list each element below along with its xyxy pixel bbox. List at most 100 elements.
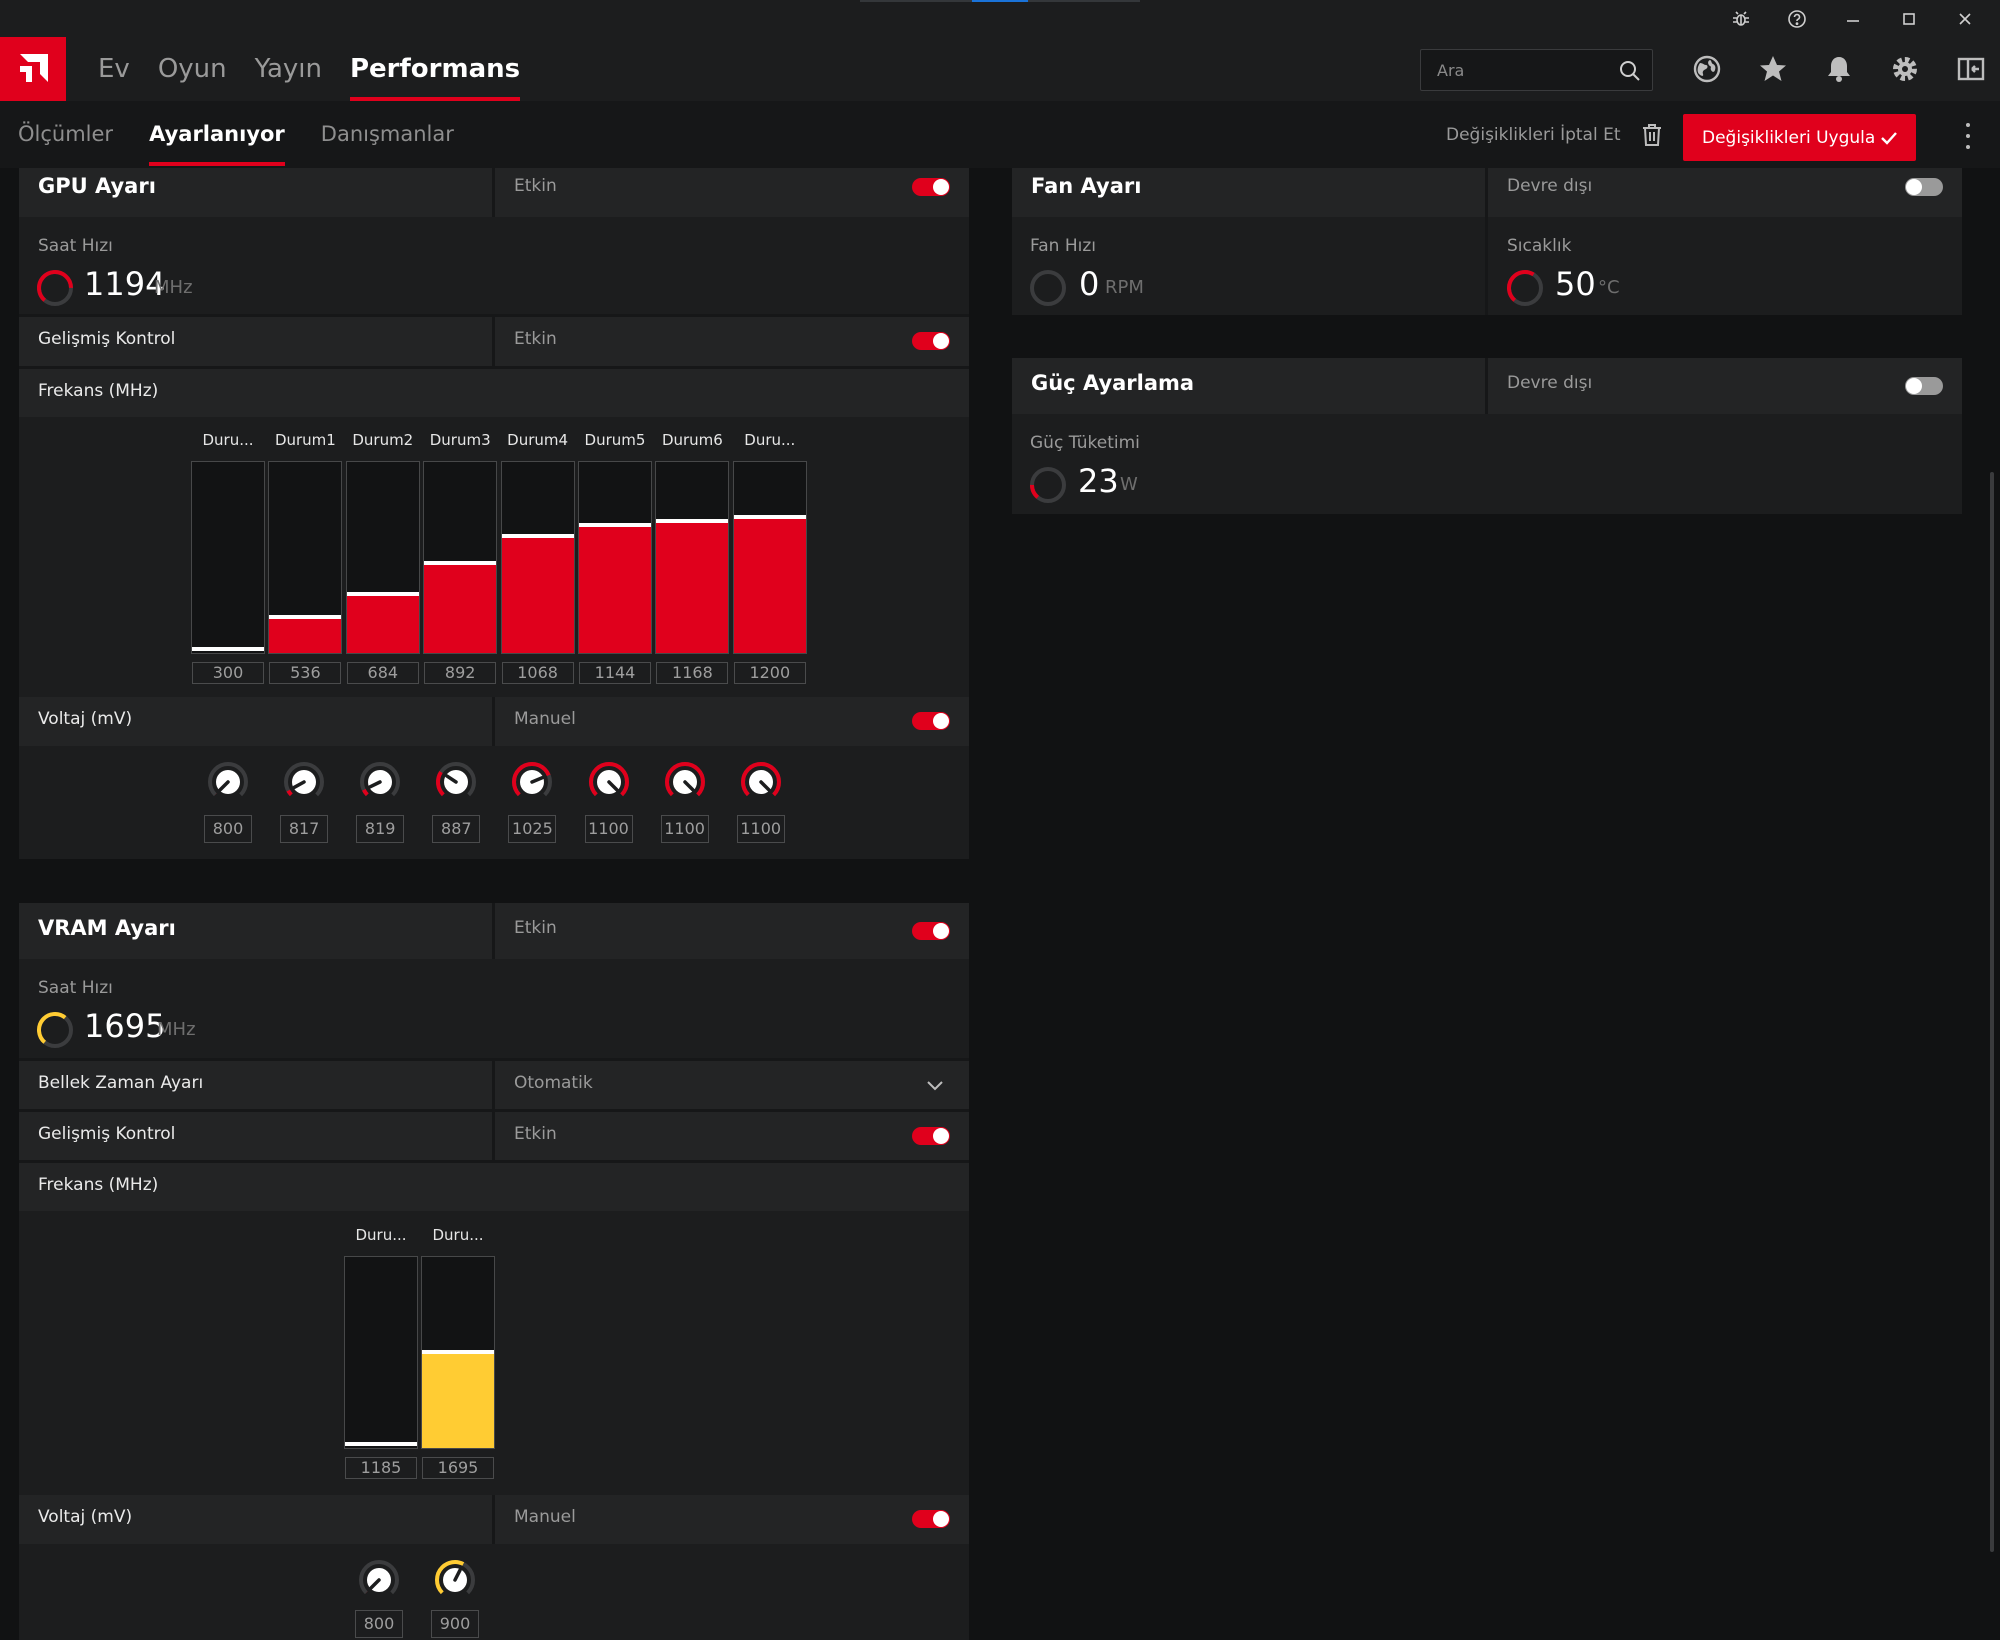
memory-timing-value[interactable]: Otomatik [514, 1073, 593, 1093]
minimize-icon[interactable] [1838, 6, 1868, 32]
frequency-bar-handle[interactable] [422, 1350, 494, 1354]
power-usage-label: Güç Tüketimi [1030, 433, 1140, 453]
voltage-knob-icon[interactable] [587, 760, 631, 804]
frequency-bar[interactable] [578, 461, 652, 654]
gpu-clock-unit: MHz [154, 277, 193, 298]
page-scrollbar[interactable] [1990, 472, 1994, 1552]
voltage-knob-icon[interactable] [433, 1558, 477, 1602]
vram-clock-row: Saat Hızı 1695 MHz [19, 959, 969, 1058]
fan-tuning-toggle[interactable] [1905, 178, 1943, 196]
sidebar-panel-icon[interactable] [1952, 50, 1990, 88]
temperature-gauge-icon [1507, 270, 1543, 306]
chevron-down-icon[interactable] [925, 1079, 945, 1093]
settings-gear-icon[interactable] [1886, 50, 1924, 88]
nav-tab-home[interactable]: Ev [98, 54, 130, 84]
frequency-bar-handle[interactable] [733, 515, 806, 519]
nav-tab-performance[interactable]: Performans [336, 37, 534, 101]
frequency-value-field[interactable]: 536 [269, 662, 342, 684]
fan-speed-value: 0 [1079, 265, 1100, 303]
voltage-knob-icon[interactable] [663, 760, 707, 804]
frequency-bar-handle[interactable] [424, 561, 497, 565]
vram-tuning-toggle[interactable] [912, 922, 950, 940]
gpu-voltage-toggle[interactable] [912, 712, 950, 730]
more-options-icon[interactable] [1958, 123, 1978, 149]
frequency-bar-handle[interactable] [501, 534, 574, 538]
frequency-bar[interactable] [655, 461, 730, 654]
search-box[interactable] [1420, 49, 1653, 91]
frequency-bar-handle[interactable] [346, 592, 419, 596]
fan-speed-label: Fan Hızı [1030, 236, 1096, 256]
power-usage-unit: W [1120, 474, 1138, 495]
vram-tuning-panel: VRAM Ayarı Etkin Saat Hızı 1695 MHz Bell… [19, 903, 969, 1640]
frequency-value-field[interactable]: 1185 [345, 1457, 417, 1479]
frequency-value-field[interactable]: 300 [192, 662, 264, 684]
voltage-value-field[interactable]: 800 [355, 1610, 403, 1638]
sub-tab-advisors[interactable]: Danışmanlar [320, 122, 454, 146]
sub-tab-tuning[interactable]: Ayarlanıyor [137, 101, 297, 168]
amd-logo-icon[interactable] [0, 37, 66, 101]
gpu-advanced-control-toggle[interactable] [912, 332, 950, 350]
frequency-bar[interactable] [191, 461, 265, 654]
frequency-bar[interactable] [345, 461, 420, 654]
frequency-value-field[interactable]: 1168 [656, 662, 729, 684]
discard-changes-button[interactable]: Değişiklikleri İptal Et [1446, 101, 1663, 168]
gpu-tuning-header: GPU Ayarı Etkin [19, 168, 969, 217]
help-icon[interactable] [1782, 6, 1812, 32]
frequency-bar-handle[interactable] [656, 519, 729, 523]
frequency-value-field[interactable]: 1144 [579, 662, 651, 684]
voltage-value-field[interactable]: 817 [280, 815, 329, 843]
voltage-value-field[interactable]: 887 [432, 815, 481, 843]
frequency-bar-handle[interactable] [192, 647, 264, 651]
bug-report-icon[interactable] [1726, 6, 1756, 32]
voltage-value-field[interactable]: 1100 [660, 815, 709, 843]
voltage-knob-icon[interactable] [282, 760, 326, 804]
frequency-bar[interactable] [344, 1256, 418, 1449]
frequency-value-field[interactable]: 1200 [733, 662, 806, 684]
close-icon[interactable] [1950, 6, 1980, 32]
voltage-value-field[interactable]: 1100 [736, 815, 785, 843]
globe-icon[interactable] [1688, 50, 1726, 88]
nav-tab-streaming[interactable]: Yayın [254, 54, 322, 84]
voltage-value-field[interactable]: 1100 [584, 815, 633, 843]
vram-clock-label: Saat Hızı [38, 978, 113, 998]
frequency-bar[interactable] [268, 461, 343, 654]
voltage-knob-icon[interactable] [206, 760, 250, 804]
gpu-tuning-toggle[interactable] [912, 178, 950, 196]
notification-bell-icon[interactable] [1820, 50, 1858, 88]
voltage-knob-icon[interactable] [510, 760, 554, 804]
vram-voltage-toggle[interactable] [912, 1510, 950, 1528]
frequency-bar[interactable] [732, 461, 807, 654]
frequency-value-field[interactable]: 892 [424, 662, 497, 684]
search-input[interactable] [1421, 50, 1611, 90]
memory-timing-row[interactable]: Bellek Zaman Ayarı Otomatik [19, 1061, 969, 1109]
voltage-knob-icon[interactable] [358, 760, 402, 804]
frequency-bar[interactable] [500, 461, 575, 654]
frequency-state-label: Durum5 [584, 431, 646, 449]
frequency-value-field[interactable]: 1695 [422, 1457, 494, 1479]
vram-advanced-control-toggle[interactable] [912, 1127, 950, 1145]
frequency-bar-handle[interactable] [579, 523, 651, 527]
voltage-knob-icon[interactable] [357, 1558, 401, 1602]
star-icon[interactable] [1754, 50, 1792, 88]
maximize-icon[interactable] [1894, 6, 1924, 32]
frequency-bar-handle[interactable] [345, 1442, 417, 1446]
voltage-knob-icon[interactable] [739, 760, 783, 804]
frequency-bar[interactable] [423, 461, 498, 654]
voltage-value-field[interactable]: 819 [356, 815, 405, 843]
sub-tab-metrics[interactable]: Ölçümler [18, 122, 114, 146]
voltage-value-field[interactable]: 1025 [508, 815, 557, 843]
sub-navigation: Ölçümler Ayarlanıyor Danışmanlar Değişik… [0, 101, 2000, 168]
frequency-bar[interactable] [421, 1256, 495, 1449]
nav-tab-gaming[interactable]: Oyun [157, 54, 227, 84]
power-tuning-toggle[interactable] [1905, 377, 1943, 395]
frequency-value-field[interactable]: 1068 [501, 662, 574, 684]
frequency-value-field[interactable]: 684 [346, 662, 419, 684]
frequency-state-label: Durum6 [661, 431, 723, 449]
gpu-voltage-header: Voltaj (mV) Manuel [19, 697, 969, 746]
voltage-value-field[interactable]: 800 [204, 815, 252, 843]
search-icon[interactable] [1618, 59, 1642, 83]
frequency-bar-handle[interactable] [269, 615, 342, 619]
voltage-value-field[interactable]: 900 [431, 1610, 479, 1638]
apply-changes-button[interactable]: Değişiklikleri Uygula [1683, 114, 1916, 161]
voltage-knob-icon[interactable] [434, 760, 478, 804]
